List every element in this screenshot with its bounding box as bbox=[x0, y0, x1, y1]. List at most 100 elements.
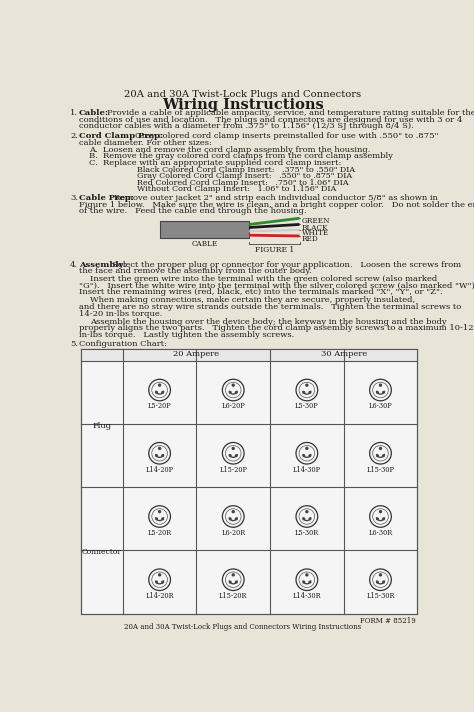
Text: Select the proper plug or connector for your application.   Loosen the screws fr: Select the proper plug or connector for … bbox=[112, 261, 461, 268]
Text: L5-30R: L5-30R bbox=[295, 529, 319, 537]
Bar bbox=[81, 349, 417, 361]
Text: L6-30P: L6-30P bbox=[369, 402, 392, 410]
Circle shape bbox=[379, 384, 382, 387]
Text: Gray Colored Cord Clamp Insert:   .550" to .875" DIA: Gray Colored Cord Clamp Insert: .550" to… bbox=[137, 172, 352, 180]
Text: L6-20P: L6-20P bbox=[221, 402, 245, 410]
Bar bbox=[160, 221, 249, 239]
Circle shape bbox=[382, 518, 385, 520]
Circle shape bbox=[235, 518, 238, 520]
Text: L15-20R: L15-20R bbox=[219, 592, 247, 600]
Circle shape bbox=[309, 518, 311, 520]
Circle shape bbox=[161, 580, 164, 584]
Circle shape bbox=[379, 510, 382, 513]
Circle shape bbox=[155, 518, 158, 520]
Circle shape bbox=[302, 391, 305, 394]
Text: Figure 1 below.   Make sure the wire is clean, and a bright copper color.   Do n: Figure 1 below. Make sure the wire is cl… bbox=[79, 201, 474, 209]
Text: 4.: 4. bbox=[70, 261, 78, 268]
Circle shape bbox=[302, 454, 305, 457]
Text: Cable:: Cable: bbox=[79, 110, 109, 117]
Circle shape bbox=[231, 510, 235, 513]
Text: CABLE: CABLE bbox=[191, 240, 218, 248]
Circle shape bbox=[376, 518, 379, 520]
Text: Remove outer jacket 2" and strip each individual conductor 5/8" as shown in: Remove outer jacket 2" and strip each in… bbox=[113, 194, 438, 202]
Circle shape bbox=[382, 391, 385, 394]
Text: Assembly:: Assembly: bbox=[79, 261, 126, 268]
Circle shape bbox=[155, 454, 158, 457]
Text: B.  Remove the gray colored cord clamps from the cord clamp assembly: B. Remove the gray colored cord clamps f… bbox=[89, 152, 392, 160]
Circle shape bbox=[158, 510, 161, 513]
Text: L6-30R: L6-30R bbox=[368, 529, 392, 537]
Circle shape bbox=[376, 454, 379, 457]
Text: "G").   Insert the white wire into the terminal with the silver colored screw (a: "G"). Insert the white wire into the ter… bbox=[79, 282, 474, 290]
Text: Insert the green wire into the terminal with the green colored screw (also marke: Insert the green wire into the terminal … bbox=[90, 276, 438, 283]
Circle shape bbox=[305, 573, 309, 577]
Circle shape bbox=[382, 580, 385, 584]
Text: Red Colored Cord Clamp Insert:   .750" to 1.06" DIA: Red Colored Cord Clamp Insert: .750" to … bbox=[137, 179, 348, 187]
Circle shape bbox=[158, 573, 161, 577]
Text: the face and remove the assembly from the outer body.: the face and remove the assembly from th… bbox=[79, 267, 311, 275]
Text: WHITE: WHITE bbox=[302, 229, 329, 237]
Text: L14-30R: L14-30R bbox=[292, 592, 321, 600]
Text: conductor cables with a diameter from .375" to 1.156" (12/3 SJ through 8/4 S).: conductor cables with a diameter from .3… bbox=[79, 122, 413, 130]
Text: Provide a cable of applicable ampacity, service, and temperature rating suitable: Provide a cable of applicable ampacity, … bbox=[107, 110, 474, 117]
Circle shape bbox=[379, 573, 382, 577]
Circle shape bbox=[305, 446, 309, 450]
Text: 20 Ampere: 20 Ampere bbox=[173, 350, 219, 358]
Circle shape bbox=[382, 454, 385, 457]
Bar bbox=[81, 349, 417, 614]
Text: Assemble the housing over the device body; the keyway in the housing and the bod: Assemble the housing over the device bod… bbox=[90, 318, 447, 325]
Circle shape bbox=[309, 454, 311, 457]
Text: 1.: 1. bbox=[70, 110, 78, 117]
Text: Cord Clamp Prep:: Cord Clamp Prep: bbox=[79, 132, 163, 140]
Text: Without Cord Clamp Insert:   1.06" to 1.156" DIA: Without Cord Clamp Insert: 1.06" to 1.15… bbox=[137, 185, 336, 193]
Circle shape bbox=[158, 384, 161, 387]
Text: 20A and 30A Twist-Lock Plugs and Connectors: 20A and 30A Twist-Lock Plugs and Connect… bbox=[124, 90, 362, 99]
Text: L14-20P: L14-20P bbox=[146, 466, 173, 473]
Text: Gray colored cord clamp inserts preinstalled for use with .550" to .875": Gray colored cord clamp inserts preinsta… bbox=[135, 132, 439, 140]
Text: BLACK: BLACK bbox=[302, 224, 328, 231]
Circle shape bbox=[155, 391, 158, 394]
Circle shape bbox=[376, 580, 379, 584]
Text: RED: RED bbox=[302, 235, 319, 244]
Text: Plug: Plug bbox=[92, 422, 111, 429]
Text: Connector: Connector bbox=[82, 548, 122, 556]
Text: Cable Prep:: Cable Prep: bbox=[79, 194, 134, 202]
Text: properly aligns the two parts.   Tighten the cord clamp assembly screws to a max: properly aligns the two parts. Tighten t… bbox=[79, 324, 473, 332]
Text: L14-20R: L14-20R bbox=[146, 592, 174, 600]
Text: 20A and 30A Twist-Lock Plugs and Connectors Wiring Instructions: 20A and 30A Twist-Lock Plugs and Connect… bbox=[124, 623, 362, 631]
Text: conditions of use and location.   The plugs and connectors are designed for use : conditions of use and location. The plug… bbox=[79, 116, 462, 124]
Text: A.  Loosen and remove the cord clamp assembly from the housing.: A. Loosen and remove the cord clamp asse… bbox=[89, 146, 370, 154]
Text: L15-20P: L15-20P bbox=[219, 466, 247, 473]
Circle shape bbox=[309, 580, 311, 584]
Circle shape bbox=[235, 454, 238, 457]
Circle shape bbox=[228, 454, 232, 457]
Text: cable diameter. For other sizes:: cable diameter. For other sizes: bbox=[79, 139, 211, 147]
Text: in-lbs torque.   Lastly tighten the assembly screws.: in-lbs torque. Lastly tighten the assemb… bbox=[79, 330, 294, 339]
Text: 2.: 2. bbox=[70, 132, 78, 140]
Text: 30 Ampere: 30 Ampere bbox=[320, 350, 367, 358]
Circle shape bbox=[376, 391, 379, 394]
Text: L5-30P: L5-30P bbox=[295, 402, 319, 410]
Text: 3.: 3. bbox=[70, 194, 78, 202]
Text: Wiring Instructions: Wiring Instructions bbox=[162, 98, 324, 112]
Circle shape bbox=[228, 580, 232, 584]
Text: L6-20R: L6-20R bbox=[221, 529, 246, 537]
Text: FORM # 85219: FORM # 85219 bbox=[360, 617, 416, 624]
Text: L5-20P: L5-20P bbox=[148, 402, 172, 410]
Text: and there are no stray wire strands outside the terminals.   Tighten the termina: and there are no stray wire strands outs… bbox=[79, 303, 461, 311]
Text: of the wire.   Feed the cable end through the housing.: of the wire. Feed the cable end through … bbox=[79, 207, 306, 215]
Circle shape bbox=[161, 454, 164, 457]
Text: GREEN: GREEN bbox=[302, 217, 330, 226]
Text: L14-30P: L14-30P bbox=[293, 466, 321, 473]
Text: 14-20 in-lbs torque.: 14-20 in-lbs torque. bbox=[79, 310, 162, 318]
Text: Black Colored Cord Clamp Insert:   .375" to .550" DIA: Black Colored Cord Clamp Insert: .375" t… bbox=[137, 165, 355, 174]
Circle shape bbox=[231, 573, 235, 577]
Text: L5-20R: L5-20R bbox=[147, 529, 172, 537]
Circle shape bbox=[305, 384, 309, 387]
Circle shape bbox=[228, 391, 232, 394]
Circle shape bbox=[231, 384, 235, 387]
Circle shape bbox=[235, 580, 238, 584]
Text: L15-30R: L15-30R bbox=[366, 592, 395, 600]
Circle shape bbox=[161, 518, 164, 520]
Circle shape bbox=[158, 446, 161, 450]
